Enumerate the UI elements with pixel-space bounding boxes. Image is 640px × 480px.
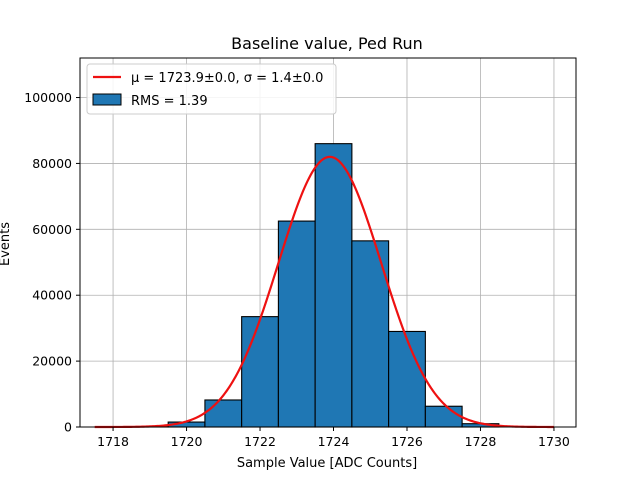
histogram-bar bbox=[204, 399, 243, 428]
histogram-bar bbox=[388, 330, 426, 428]
y-tick-label: 20000 bbox=[32, 354, 72, 369]
y-axis-label: Events bbox=[0, 222, 13, 266]
y-tick-label: 100000 bbox=[24, 90, 72, 105]
legend-histogram-swatch bbox=[92, 93, 122, 106]
y-tick-label: 0 bbox=[64, 420, 72, 435]
plot-area: 1718 1720 1722 1724 1726 1728 1730 0 20000 40000 6… bbox=[24, 57, 577, 449]
x-tick-label: 1718 bbox=[97, 434, 129, 449]
histogram-bar bbox=[314, 143, 353, 428]
y-tick-label: 60000 bbox=[32, 222, 72, 237]
legend: μ = 1723.9±0.0, σ = 1.4±0.0 RMS = 1.39 bbox=[86, 63, 337, 115]
y-tick-label: 80000 bbox=[32, 156, 72, 171]
x-axis-label: Sample Value [ADC Counts] bbox=[237, 456, 417, 471]
legend-histogram-label: RMS = 1.39 bbox=[131, 94, 208, 109]
legend-box bbox=[86, 63, 337, 115]
fit-curve bbox=[94, 155, 554, 429]
x-tick-label: 1722 bbox=[244, 434, 276, 449]
axes-frame bbox=[79, 57, 577, 428]
x-tick-label: 1724 bbox=[318, 434, 350, 449]
x-tick-label: 1726 bbox=[391, 434, 423, 449]
histogram-bar bbox=[424, 405, 463, 428]
legend-fit-label: μ = 1723.9±0.0, σ = 1.4±0.0 bbox=[131, 71, 323, 86]
x-tick-label: 1728 bbox=[465, 434, 497, 449]
x-tick-label: 1730 bbox=[538, 434, 570, 449]
x-tick-label: 1720 bbox=[171, 434, 203, 449]
histogram-bar bbox=[241, 316, 279, 428]
chart-title: Baseline value, Ped Run bbox=[231, 34, 423, 53]
y-tick-label: 40000 bbox=[32, 288, 72, 303]
histogram-bar bbox=[277, 220, 316, 428]
